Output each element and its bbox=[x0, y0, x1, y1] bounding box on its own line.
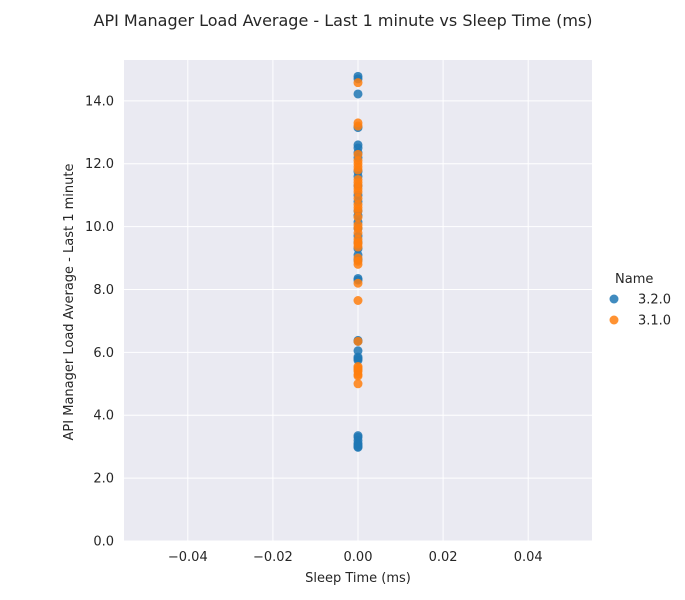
y-axis-label: API Manager Load Average - Last 1 minute bbox=[62, 164, 77, 441]
x-tick-label: 0.00 bbox=[344, 550, 373, 565]
y-tick-label: 8.0 bbox=[93, 283, 114, 298]
x-tick-label: −0.04 bbox=[168, 550, 208, 565]
legend-title: Name bbox=[615, 272, 653, 287]
x-axis-label: Sleep Time (ms) bbox=[305, 571, 411, 586]
data-point-3.2.0 bbox=[353, 346, 363, 356]
data-point-3.1.0 bbox=[353, 206, 363, 216]
data-point-3.2.0 bbox=[353, 442, 363, 452]
y-tick-label: 0.0 bbox=[93, 535, 114, 550]
data-point-3.1.0 bbox=[353, 278, 363, 288]
y-tick-label: 14.0 bbox=[85, 94, 114, 109]
y-tick-label: 4.0 bbox=[93, 409, 114, 424]
axis-ticks: 0.0 2.0 4.0 6.0 8.0 10.0 12.0 14.0 −0.04 −0.02 0.0… bbox=[85, 94, 543, 565]
data-point-3.1.0 bbox=[353, 212, 363, 222]
data-point-3.1.0 bbox=[353, 121, 363, 131]
x-tick-label: −0.02 bbox=[253, 550, 293, 565]
legend-label: 3.1.0 bbox=[638, 314, 671, 329]
data-point-3.1.0 bbox=[353, 165, 363, 175]
legend-label: 3.2.0 bbox=[638, 293, 671, 308]
legend-marker bbox=[609, 315, 619, 325]
data-point-3.1.0 bbox=[353, 149, 363, 159]
data-point-3.1.0 bbox=[353, 187, 363, 197]
x-tick-label: 0.04 bbox=[514, 550, 543, 565]
data-points bbox=[353, 71, 363, 452]
data-point-3.1.0 bbox=[353, 371, 363, 381]
legend: Name 3.2.0 3.1.0 bbox=[609, 272, 671, 329]
y-tick-label: 12.0 bbox=[85, 157, 114, 172]
data-point-3.2.0 bbox=[353, 89, 363, 99]
data-point-3.1.0 bbox=[353, 228, 363, 238]
data-point-3.1.0 bbox=[353, 193, 363, 203]
data-point-3.2.0 bbox=[353, 355, 363, 365]
data-point-3.1.0 bbox=[353, 379, 363, 389]
data-point-3.1.0 bbox=[353, 336, 363, 346]
x-tick-label: 0.02 bbox=[429, 550, 458, 565]
chart-title: API Manager Load Average - Last 1 minute… bbox=[94, 11, 593, 30]
data-point-3.1.0 bbox=[353, 296, 363, 305]
data-point-3.1.0 bbox=[353, 78, 363, 88]
y-tick-label: 10.0 bbox=[85, 220, 114, 235]
data-point-3.1.0 bbox=[353, 242, 363, 252]
legend-marker bbox=[609, 294, 619, 304]
y-tick-label: 2.0 bbox=[93, 472, 114, 487]
data-point-3.1.0 bbox=[353, 259, 363, 269]
y-tick-label: 6.0 bbox=[93, 346, 114, 361]
